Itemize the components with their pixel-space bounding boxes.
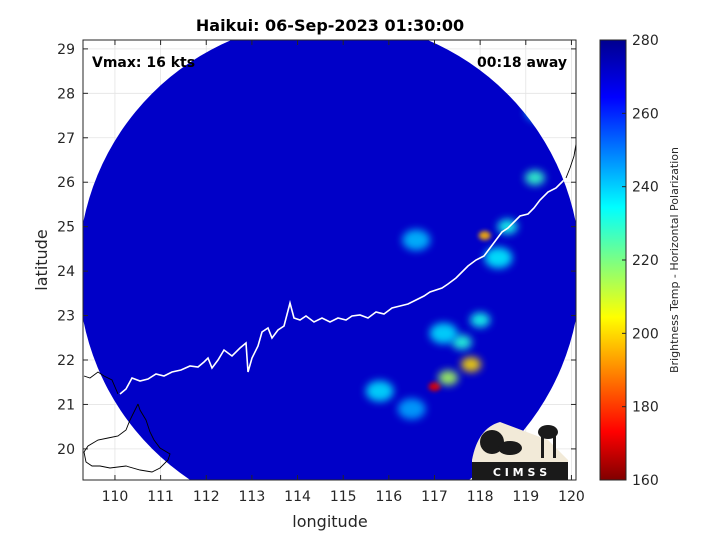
brightness-feature (397, 398, 426, 420)
vmax-annotation: Vmax: 16 kts (92, 55, 195, 71)
x-tick-label: 114 (284, 489, 311, 505)
brightness-feature (484, 247, 513, 269)
y-tick-label: 28 (57, 86, 75, 102)
y-tick-label: 27 (57, 131, 75, 147)
colorbar-ticks: 160 180 200 220 240 260 280 (622, 33, 659, 489)
x-tick-label: 119 (512, 489, 539, 505)
axes-frame (82, 39, 577, 481)
colorbar-tick-label: 220 (632, 253, 659, 269)
colorbar-tick-label: 280 (632, 33, 659, 49)
x-tick-label: 111 (147, 489, 174, 505)
time-away-annotation: 00:18 away (477, 55, 567, 71)
brightness-feature (402, 229, 431, 251)
x-tick-label: 113 (239, 489, 266, 505)
brightness-feature (365, 380, 394, 402)
y-tick-label: 25 (57, 220, 75, 236)
coastline-outside-west (83, 371, 119, 395)
y-tick-label: 22 (57, 353, 75, 369)
coastline-inside (119, 173, 571, 395)
chart-title: Haikui: 06-Sep-2023 01:30:00 (196, 16, 464, 35)
y-tick-label: 29 (57, 42, 75, 58)
colorbar (599, 39, 627, 481)
colorbar-tick-label: 180 (632, 400, 659, 416)
x-tick-label: 115 (330, 489, 357, 505)
y-tick-label: 26 (57, 175, 75, 191)
x-tick-label: 120 (558, 489, 585, 505)
colorbar-label: Brightness Temp - Horizontal Polarizatio… (668, 147, 681, 373)
x-tick-label: 117 (421, 489, 448, 505)
y-axis-label: latitude (32, 229, 51, 290)
brightness-feature (461, 356, 482, 372)
y-tick-label: 20 (57, 442, 75, 458)
colorbar-tick-label: 200 (632, 326, 659, 342)
brightness-feature (478, 231, 491, 241)
x-axis-label: longitude (292, 512, 367, 531)
brightness-feature (438, 370, 459, 386)
brightness-feature (428, 382, 441, 392)
y-tick-label: 21 (57, 397, 75, 413)
colorbar-tick-label: 260 (632, 106, 659, 122)
y-ticks: 20 21 22 23 24 25 26 27 28 29 (57, 42, 576, 458)
x-tick-label: 112 (193, 489, 220, 505)
x-tick-label: 118 (467, 489, 494, 505)
brightness-feature (524, 170, 545, 186)
x-tick-label: 110 (102, 489, 129, 505)
colorbar-tick-label: 160 (632, 473, 659, 489)
brightness-feature (451, 334, 472, 350)
coastline-hainan (83, 403, 171, 473)
brightness-feature (470, 312, 491, 328)
coastline-outside-east (565, 143, 576, 179)
logo-text: C I M S S (493, 466, 547, 479)
cimss-logo: C I M S S (472, 422, 568, 480)
x-tick-label: 116 (375, 489, 402, 505)
y-tick-label: 23 (57, 309, 75, 325)
colorbar-tick-label: 240 (632, 180, 659, 196)
coastline (83, 143, 576, 473)
y-tick-label: 24 (57, 264, 75, 280)
x-ticks: 110 111 112 113 114 115 116 117 118 119 120 (102, 40, 585, 505)
data-swath (83, 40, 576, 480)
brightness-feature (429, 322, 458, 344)
